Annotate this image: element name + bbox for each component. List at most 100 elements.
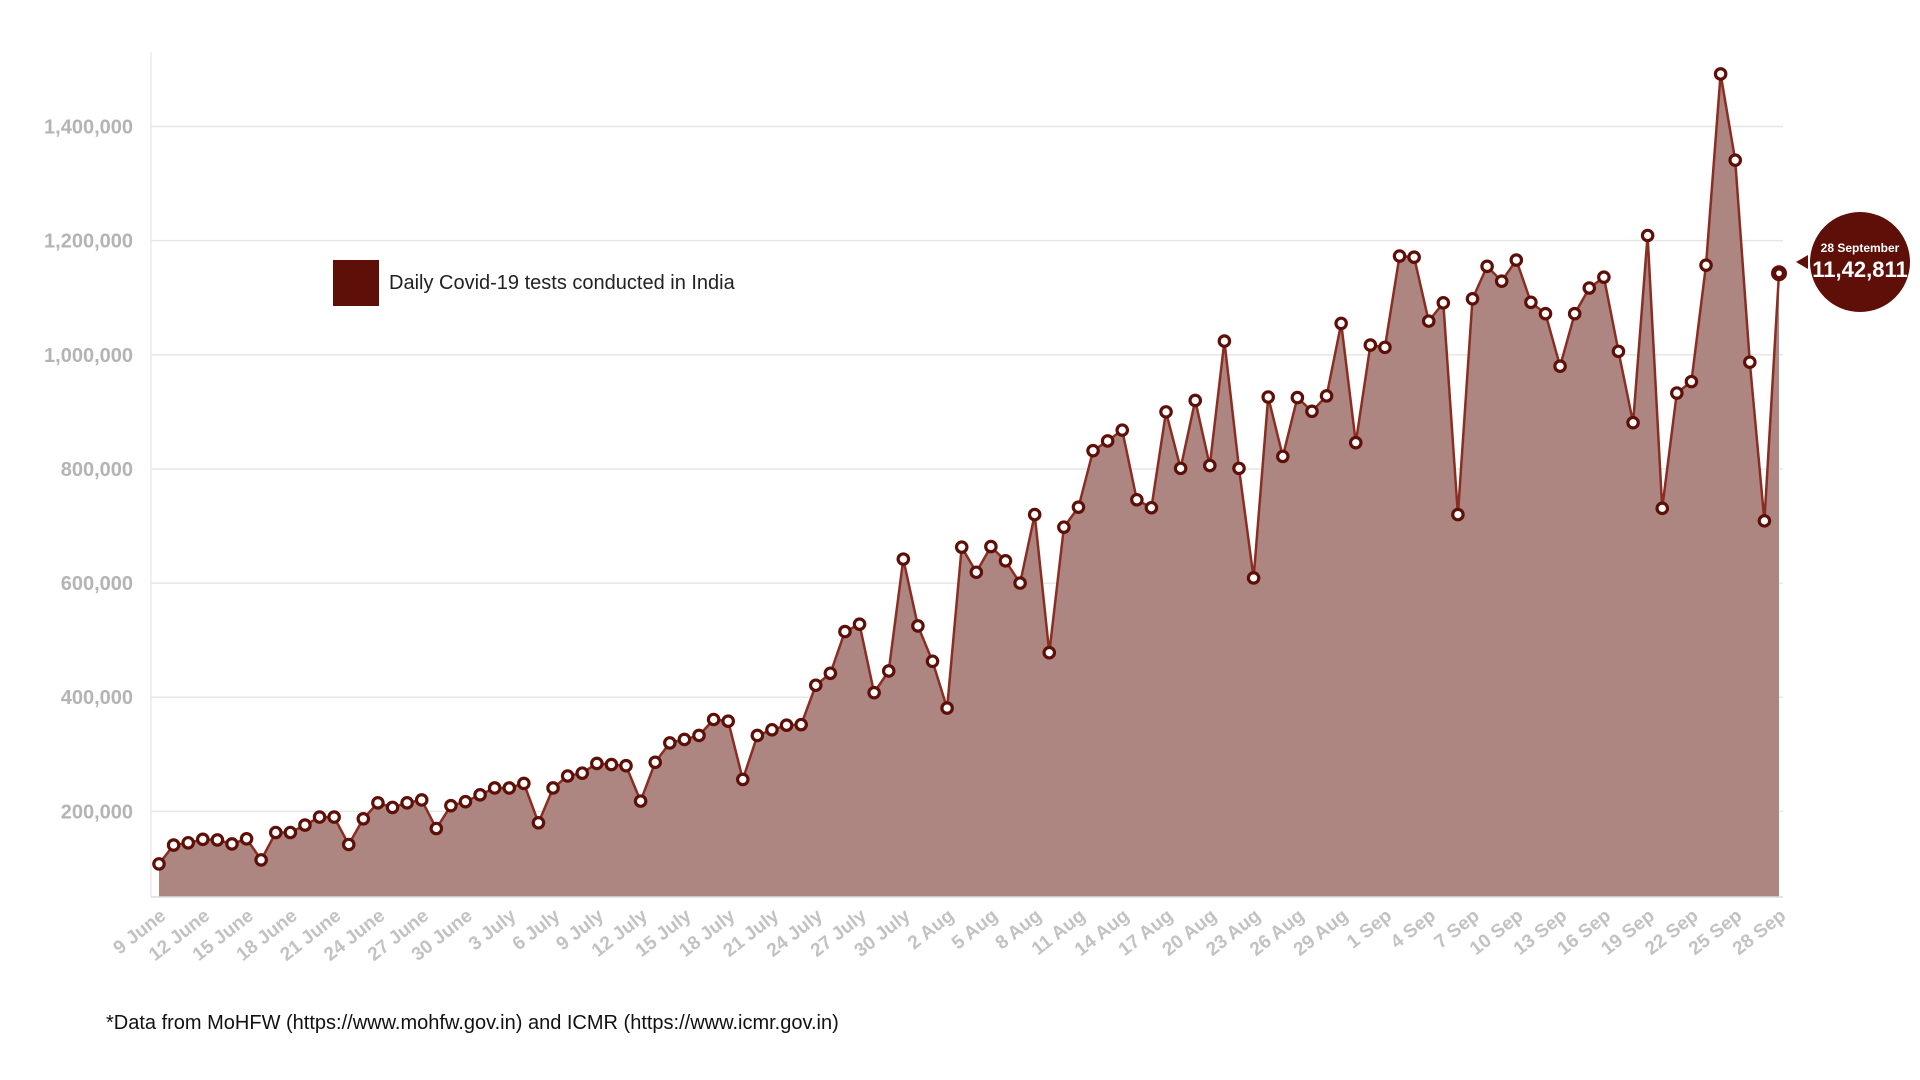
data-point [633,794,648,808]
data-point [750,728,765,743]
data-point [283,825,298,840]
data-point [1217,334,1232,348]
data-point [473,788,487,802]
data-point [1743,355,1757,370]
latest-value-callout: 28 September 11,42,811 [1810,212,1910,312]
data-point [312,810,327,824]
x-tick-label: 1 Sep [1343,905,1396,953]
data-point [823,666,838,681]
tests-area [159,74,1779,897]
legend-label: Daily Covid-19 tests conducted in India [389,271,735,294]
data-point [1115,423,1130,437]
data-point [852,617,867,631]
data-point [1611,344,1626,359]
data-point [721,714,735,729]
data-point [341,837,356,852]
data-point [998,554,1013,568]
y-tick-label: 600,000 [61,573,133,595]
data-point [1275,449,1290,464]
data-point [794,717,808,732]
callout-value: 11,42,811 [1812,257,1908,282]
data-point [517,776,531,791]
callout-date: 28 September [1820,241,1900,255]
data-point-highlight [1776,270,1782,277]
data-point [1027,507,1042,522]
data-point [1494,274,1509,288]
data-point [356,812,371,826]
data-point [1086,443,1100,458]
data-point [1407,250,1421,264]
data-point [1144,500,1159,515]
data-point [1348,435,1363,450]
data-point [1334,316,1348,331]
data-point [1553,359,1567,374]
data-point [1290,390,1305,405]
data-point [692,728,706,743]
x-tick-label: 4 Sep [1387,905,1440,953]
data-point [1713,67,1728,81]
data-point [1421,314,1436,328]
data-point [1042,645,1057,660]
data-point [808,678,823,693]
data-point [765,722,779,737]
y-tick-label: 200,000 [61,801,133,823]
data-point [1728,153,1743,167]
data-point [429,821,444,836]
data-point [1538,306,1553,321]
data-point [444,798,458,813]
data-point [706,712,721,727]
data-point [414,793,429,807]
data-point [152,857,166,871]
legend-swatch [333,260,379,306]
data-point [984,539,998,554]
data-point [1757,514,1772,528]
data-point [166,838,181,852]
data-point [896,552,911,566]
data-point [225,837,239,851]
data-point [1363,338,1378,352]
data-point [1305,404,1319,419]
data-point [400,796,414,810]
data-point [1451,507,1465,522]
data-point [1100,434,1115,448]
data-point [1699,258,1713,272]
data-point [1509,253,1524,267]
data-point [1319,389,1334,403]
x-tick-label: 2 Aug [904,905,958,954]
y-tick-label: 400,000 [61,687,133,709]
data-point [502,781,517,795]
data-point [1567,306,1582,321]
x-tick-label: 3 July [465,905,521,955]
data-point [1378,340,1392,355]
data-point [838,624,852,639]
y-tick-label: 1,400,000 [44,116,133,138]
data-point [925,654,940,669]
data-point [1013,576,1027,590]
data-point [969,565,984,580]
data-point [1626,415,1640,430]
data-point [195,832,210,847]
data-point [1203,458,1217,473]
data-point [1582,281,1597,295]
data-point [677,732,692,747]
data-point [1684,374,1699,389]
data-point [531,816,546,830]
data-point [735,772,750,787]
data-point [1524,295,1538,310]
x-tick-label: 5 Aug [948,905,1002,954]
y-tick-label: 800,000 [61,459,133,481]
data-point [1232,461,1246,476]
y-axis-ticks: 200,000 400,000 600,000 800,000 1,000,000 1,2… [44,116,133,823]
tests-line [158,73,1781,865]
data-point [1246,571,1261,585]
callout-pointer-icon [1796,255,1808,269]
data-point [604,757,619,772]
data-point [619,758,633,773]
y-tick-label: 1,000,000 [44,345,133,367]
data-point [1261,390,1275,404]
data-point [210,833,225,847]
y-tick-label: 1,200,000 [44,231,133,253]
data-point [779,718,794,733]
